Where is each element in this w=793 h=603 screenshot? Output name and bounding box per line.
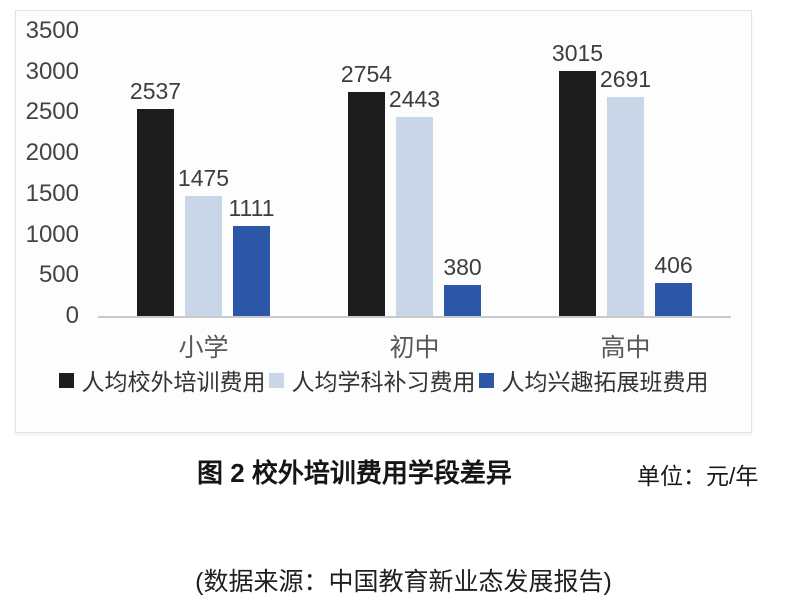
category-label: 小学 [178, 334, 229, 362]
bar: 2691 [600, 66, 651, 316]
legend-label: 人均学科补习费用 [291, 369, 476, 395]
bar: 380 [443, 254, 482, 316]
legend-item: 人均兴趣拓展班费用 [478, 363, 709, 397]
bar: 2754 [341, 61, 392, 316]
bar-value-label: 1475 [177, 164, 230, 191]
bar-value-label: 2537 [129, 78, 182, 105]
bar: 1111 [228, 195, 275, 316]
y-axis: 0 500 1000 1500 2000 2500 3000 3500 [16, 17, 79, 329]
bar: 3015 [552, 40, 603, 316]
source-row: (数据来源：中国教育新业态发展报告) [0, 562, 793, 598]
data-source: (数据来源：中国教育新业态发展报告) [195, 568, 612, 596]
legend-item: 人均校外培训费用 [58, 363, 266, 397]
bar-value-label: 380 [443, 254, 482, 281]
y-tick-label: 1000 [25, 220, 79, 248]
bar: 2537 [130, 78, 181, 316]
bar-value-label: 2443 [388, 86, 441, 113]
bar-group-1: 2537 1475 1111 小学 [130, 31, 275, 362]
y-tick-label: 2500 [25, 98, 79, 126]
bar: 406 [654, 252, 693, 316]
bar: 1475 [178, 165, 229, 316]
category-label: 初中 [389, 334, 440, 362]
bar-value-label: 1111 [228, 194, 275, 221]
bar-value-label: 2754 [340, 60, 393, 87]
legend-item: 人均学科补习费用 [268, 363, 476, 397]
y-tick-label: 0 [65, 302, 79, 329]
legend: 人均校外培训费用 人均学科补习费用 人均兴趣拓展班费用 [16, 363, 751, 397]
bar-value-label: 2691 [599, 65, 652, 92]
bar: 2443 [389, 86, 440, 316]
legend-swatch-icon [58, 372, 74, 388]
y-tick-label: 1500 [25, 179, 79, 207]
y-tick-label: 2000 [25, 139, 79, 167]
legend-label: 人均兴趣拓展班费用 [501, 369, 709, 395]
chart-card: 0 500 1000 1500 2000 2500 3000 3500 2537 1475 111… [15, 10, 752, 433]
legend-swatch-icon [478, 372, 494, 388]
bar-value-label: 3015 [551, 39, 604, 66]
bar-value-label: 406 [654, 251, 693, 278]
bar-group-2: 2754 2443 380 初中 [341, 31, 482, 362]
category-label: 高中 [600, 334, 651, 362]
figure-caption: 图 2 校外培训费用学段差异 [197, 458, 512, 488]
unit-label: 单位：元/年 [637, 463, 759, 489]
y-tick-label: 3500 [25, 17, 79, 44]
y-tick-label: 500 [38, 261, 79, 289]
plot-area: 2537 1475 1111 小学 2754 2443 380 初中 3015 2691 406 高中 [98, 31, 731, 363]
legend-swatch-icon [268, 372, 284, 388]
legend-label: 人均校外培训费用 [81, 369, 266, 395]
y-tick-label: 3000 [25, 57, 79, 85]
bar-group-3: 3015 2691 406 高中 [552, 31, 693, 363]
